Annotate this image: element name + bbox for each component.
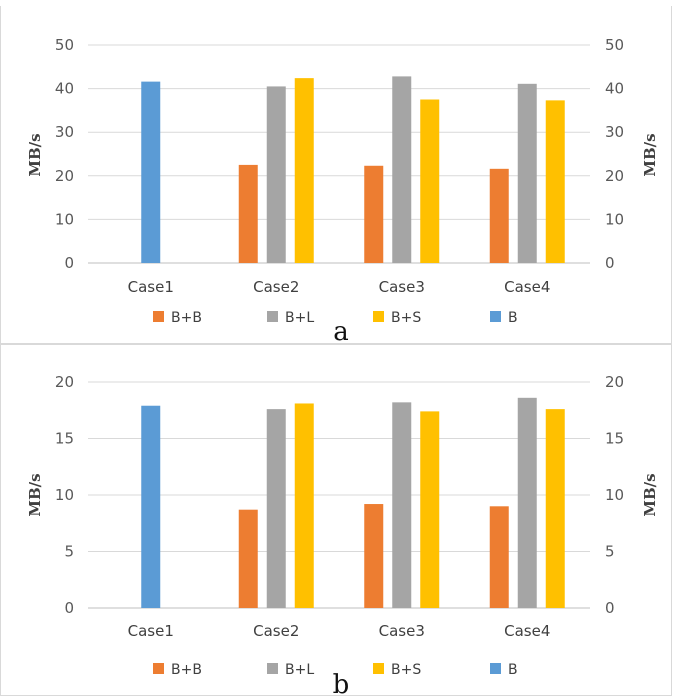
y-tick-label-left: 30 [55, 123, 74, 141]
category-label: Case1 [128, 278, 174, 296]
chart-caption: a [333, 317, 349, 347]
y-tick-label-right: 0 [605, 599, 615, 617]
bar [489, 168, 509, 263]
legend-label: B+B [171, 310, 202, 326]
y-tick-label-left: 15 [55, 430, 74, 448]
y-tick-label-left: 10 [55, 486, 74, 504]
bar [294, 78, 314, 263]
legend-label: B+L [285, 662, 314, 678]
y-tick-label-left: 5 [64, 543, 74, 561]
bar [238, 164, 258, 263]
bar [392, 402, 412, 608]
bar [517, 397, 537, 608]
category-label: Case3 [379, 622, 425, 640]
bar [266, 86, 286, 263]
bar [545, 100, 565, 263]
bar [364, 504, 384, 608]
y-tick-label-left: 20 [55, 373, 74, 391]
bar [294, 403, 314, 608]
legend-label: B [508, 662, 518, 678]
chart-caption: b [333, 670, 350, 696]
bar [141, 81, 161, 264]
y-tick-label-right: 10 [605, 486, 624, 504]
legend-swatch [373, 311, 384, 322]
y-tick-label-left: 10 [55, 210, 74, 228]
bar [141, 405, 161, 608]
category-label: Case4 [504, 278, 550, 296]
legend-swatch [490, 663, 501, 674]
bar [420, 411, 440, 608]
bar [364, 165, 384, 263]
y-tick-label-right: 10 [605, 210, 624, 228]
bar [266, 409, 286, 608]
legend-label: B+B [171, 662, 202, 678]
category-label: Case4 [504, 622, 550, 640]
bar [238, 509, 258, 608]
category-label: Case1 [128, 622, 174, 640]
y-tick-label-left: 50 [55, 36, 74, 54]
bar [517, 83, 537, 263]
y-tick-label-left: 0 [64, 599, 74, 617]
category-label: Case3 [379, 278, 425, 296]
bar [489, 506, 509, 608]
y-tick-label-right: 20 [605, 167, 624, 185]
bar [392, 76, 412, 263]
y-tick-label-right: 15 [605, 430, 624, 448]
y-tick-label-right: 40 [605, 80, 624, 98]
legend-label: B+S [391, 310, 421, 326]
y-tick-label-right: 50 [605, 36, 624, 54]
y-tick-label-left: 20 [55, 167, 74, 185]
category-label: Case2 [253, 278, 299, 296]
y-tick-label-right: 30 [605, 123, 624, 141]
legend-swatch [153, 311, 164, 322]
bar [545, 409, 565, 608]
legend-swatch [153, 663, 164, 674]
y-tick-label-right: 0 [605, 254, 615, 272]
category-label: Case2 [253, 622, 299, 640]
y-axis-label-left: MB/s [26, 473, 44, 516]
y-tick-label-left: 0 [64, 254, 74, 272]
y-axis-label-right: MB/s [641, 473, 659, 516]
legend-label: B+S [391, 662, 421, 678]
y-axis-label-right: MB/s [641, 133, 659, 176]
legend-swatch [490, 311, 501, 322]
bar [420, 99, 440, 263]
legend-swatch [373, 663, 384, 674]
legend-label: B+L [285, 310, 314, 326]
y-tick-label-right: 5 [605, 543, 615, 561]
legend-swatch [267, 663, 278, 674]
y-tick-label-left: 40 [55, 80, 74, 98]
y-tick-label-right: 20 [605, 373, 624, 391]
legend-swatch [267, 311, 278, 322]
y-axis-label-left: MB/s [26, 133, 44, 176]
legend-label: B [508, 310, 518, 326]
